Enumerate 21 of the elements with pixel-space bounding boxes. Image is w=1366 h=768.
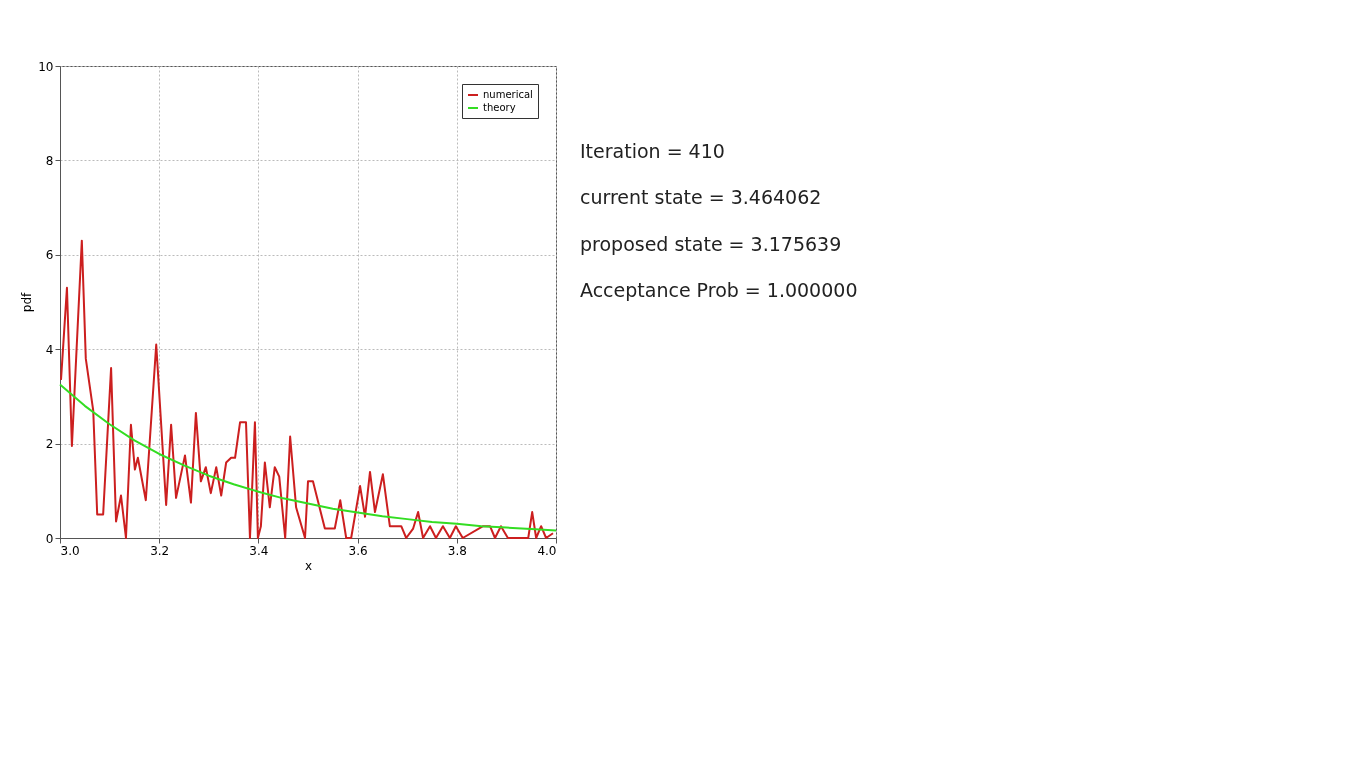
x-tick-label: 4.0 [537, 543, 557, 558]
y-tick-label: 8 [45, 153, 54, 168]
x-axis-title: x [304, 558, 313, 573]
x-tick-label: 3.2 [150, 543, 170, 558]
y-tick-label: 6 [45, 248, 54, 263]
y-tick-label: 2 [45, 437, 54, 452]
x-tick-label: 3.0 [60, 543, 80, 558]
y-tick-label: 4 [45, 342, 54, 357]
x-tick-label: 3.8 [447, 543, 467, 558]
legend-label: numerical [483, 89, 533, 100]
text: Iteration = 410 [580, 140, 725, 162]
text: current state = 3.464062 [580, 186, 822, 209]
y-axis-title: pdf [20, 292, 35, 313]
y-tick-label: 0 [45, 531, 54, 546]
legend-label: theory [483, 102, 516, 113]
y-tick-label: 10 [38, 59, 54, 74]
text: Acceptance Prob = 1.000000 [580, 279, 858, 301]
x-tick-label: 3.4 [249, 543, 269, 558]
text: proposed state = 3.175639 [580, 232, 842, 255]
x-tick-label: 3.6 [348, 543, 368, 558]
line-series [59, 383, 557, 532]
